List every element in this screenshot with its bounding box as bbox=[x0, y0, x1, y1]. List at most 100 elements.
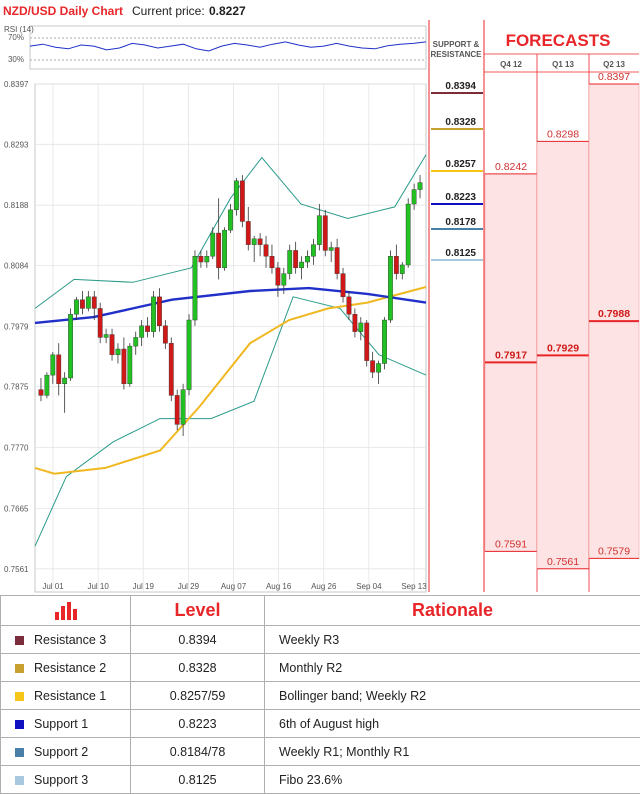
candle-body bbox=[282, 274, 286, 286]
candle-body bbox=[264, 245, 268, 257]
chart-title: NZD/USD Daily Chart bbox=[3, 4, 123, 18]
candle-body bbox=[400, 265, 404, 274]
candle-body bbox=[288, 250, 292, 273]
y-tick-label: 0.7770 bbox=[4, 444, 29, 453]
sr-title-line2: RESISTANCE bbox=[431, 50, 483, 59]
y-tick-label: 0.8397 bbox=[4, 80, 29, 89]
level-name: Resistance 1 bbox=[1, 682, 131, 710]
candle-body bbox=[240, 181, 244, 222]
x-tick-label: Jul 01 bbox=[42, 582, 64, 591]
level-name-text: Support 3 bbox=[34, 773, 88, 787]
candle-body bbox=[341, 274, 345, 297]
candle-body bbox=[305, 256, 309, 262]
forecast-value: 0.7591 bbox=[495, 538, 527, 550]
sr-level-value: 0.8223 bbox=[445, 192, 476, 203]
candle-body bbox=[175, 395, 179, 424]
level-rationale: Monthly R2 bbox=[265, 654, 640, 682]
level-rationale: Weekly R1; Monthly R1 bbox=[265, 738, 640, 766]
candle-body bbox=[86, 297, 90, 309]
level-swatch bbox=[15, 664, 24, 673]
candle-body bbox=[139, 326, 143, 338]
candle-body bbox=[293, 250, 297, 267]
candle-body bbox=[228, 210, 232, 230]
candle-body bbox=[128, 346, 132, 384]
sr-level-support-3: 0.8125 bbox=[431, 248, 483, 260]
level-name: Resistance 3 bbox=[1, 626, 131, 654]
level-rationale: Fibo 23.6% bbox=[265, 766, 640, 794]
candle-body bbox=[57, 355, 61, 384]
y-tick-label: 0.7665 bbox=[4, 504, 29, 513]
level-name-text: Resistance 2 bbox=[34, 661, 106, 675]
candle-body bbox=[376, 364, 380, 373]
candle-body bbox=[252, 239, 256, 245]
sr-level-resistance-2: 0.8328 bbox=[431, 117, 483, 129]
candle-body bbox=[365, 323, 369, 361]
rsi-upper-label: 70% bbox=[8, 33, 24, 42]
candle-body bbox=[51, 355, 55, 375]
x-tick-label: Aug 26 bbox=[311, 582, 337, 591]
table-header-row: Level Rationale bbox=[1, 596, 640, 626]
rsi-panel: RSI (14) 70% 30% bbox=[4, 25, 426, 69]
level-value: 0.8184/78 bbox=[131, 738, 265, 766]
candle-body bbox=[68, 314, 72, 378]
candle-body bbox=[151, 297, 155, 332]
candle-body bbox=[258, 239, 262, 245]
level-swatch bbox=[15, 748, 24, 757]
level-swatch bbox=[15, 776, 24, 785]
level-name: Support 1 bbox=[1, 710, 131, 738]
candle-body bbox=[370, 361, 374, 373]
forecasts-panel: FORECASTS Q4 12 0.8242 0.7917 0.7591 Q1 130.… bbox=[484, 31, 639, 592]
forecast-value: 0.7917 bbox=[495, 349, 527, 361]
candle-body bbox=[45, 375, 49, 395]
candle-body bbox=[187, 320, 191, 390]
sr-level-value: 0.8394 bbox=[445, 81, 476, 92]
candle-body bbox=[222, 230, 226, 268]
price-value: 0.8227 bbox=[209, 4, 246, 18]
candle-body bbox=[145, 326, 149, 332]
candle-body bbox=[39, 390, 43, 396]
sr-level-support-2: 0.8178 bbox=[431, 217, 483, 229]
candle-body bbox=[199, 256, 203, 262]
level-name-text: Resistance 3 bbox=[34, 633, 106, 647]
candle-body bbox=[80, 300, 84, 309]
level-name: Resistance 2 bbox=[1, 654, 131, 682]
level-swatch bbox=[15, 692, 24, 701]
forecast-value: 0.7988 bbox=[598, 308, 630, 320]
sr-level-resistance-3: 0.8394 bbox=[431, 81, 483, 93]
levels-table: Level Rationale Resistance 3 0.8394 Weekly… bbox=[0, 595, 640, 794]
forecasts-title: FORECASTS bbox=[506, 31, 611, 50]
x-tick-label: Sep 13 bbox=[401, 582, 427, 591]
candle-body bbox=[246, 221, 250, 244]
level-value: 0.8394 bbox=[131, 626, 265, 654]
level-rationale: Bollinger band; Weekly R2 bbox=[265, 682, 640, 710]
candle-body bbox=[347, 297, 351, 314]
candle-body bbox=[234, 181, 238, 210]
bar-chart-icon bbox=[55, 602, 77, 620]
forecast-period: Q4 12 bbox=[500, 60, 522, 69]
y-axis: 0.83970.82930.81880.80840.79790.78750.77… bbox=[4, 80, 29, 574]
y-tick-label: 0.7561 bbox=[4, 565, 29, 574]
candle-body bbox=[62, 378, 66, 384]
y-tick-label: 0.7979 bbox=[4, 322, 29, 331]
candle-body bbox=[299, 262, 303, 268]
level-name-text: Support 2 bbox=[34, 745, 88, 759]
sr-level-value: 0.8178 bbox=[445, 217, 476, 228]
candle-body bbox=[116, 349, 120, 355]
forecast-value: 0.8298 bbox=[547, 128, 579, 140]
candle-body bbox=[122, 349, 126, 384]
forecast-value: 0.7579 bbox=[598, 545, 630, 557]
candle-body bbox=[205, 256, 209, 262]
candle-body bbox=[311, 245, 315, 257]
level-name: Support 3 bbox=[1, 766, 131, 794]
chart-figure: NZD/USD Daily Chart Current price: 0.822… bbox=[0, 0, 640, 595]
candle-body bbox=[276, 268, 280, 285]
candle-body bbox=[335, 248, 339, 274]
forecast-value: 0.8242 bbox=[495, 161, 527, 173]
